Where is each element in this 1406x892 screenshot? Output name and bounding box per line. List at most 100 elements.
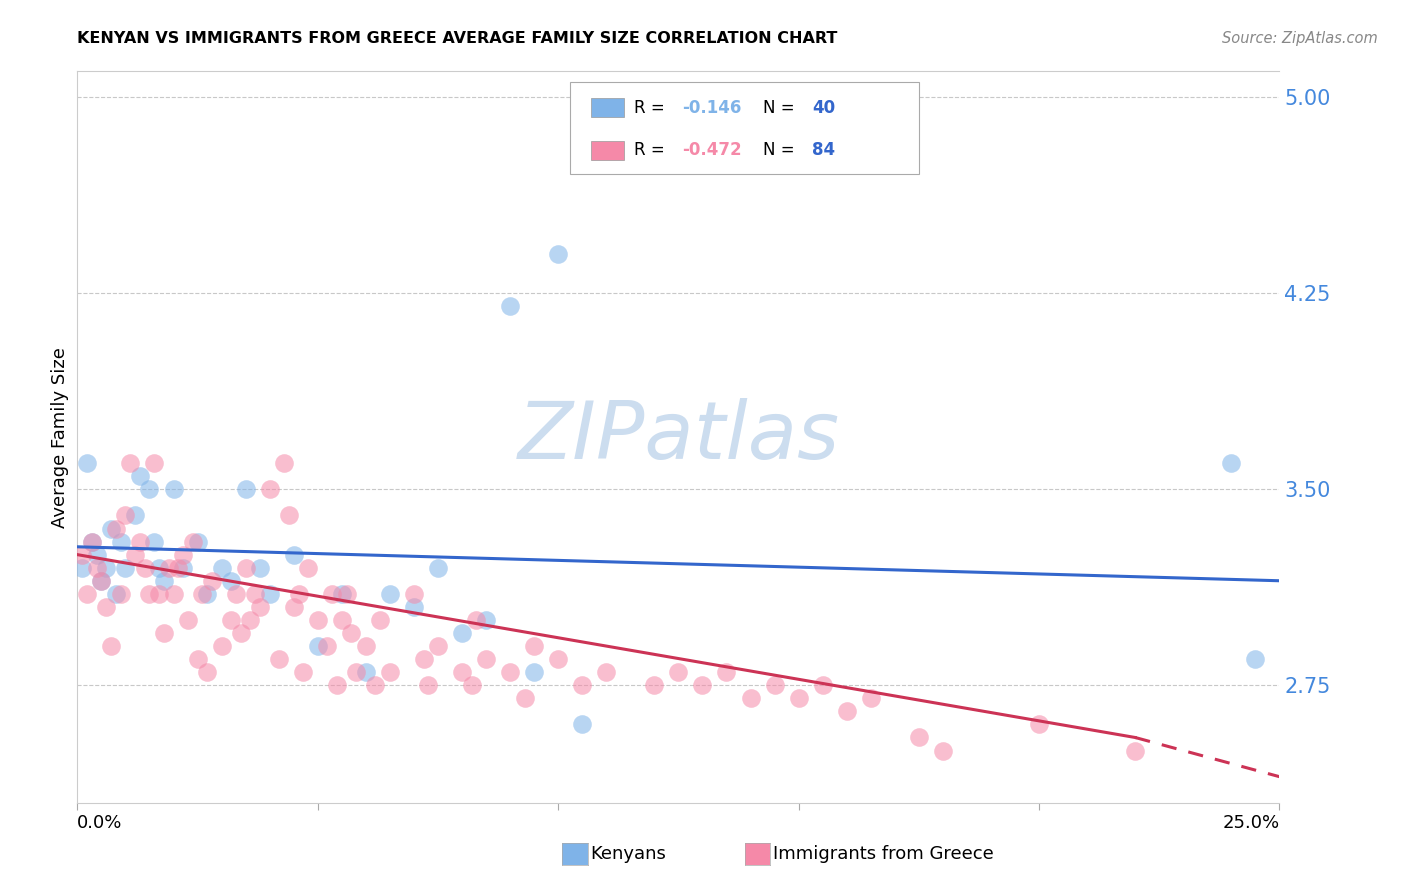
Point — [235, 483, 257, 497]
Point — [1244, 652, 1267, 666]
Point — [835, 705, 858, 719]
Point — [811, 678, 834, 692]
Text: R =: R = — [634, 141, 669, 160]
Text: Kenyans: Kenyans — [591, 845, 666, 863]
Point — [908, 731, 931, 745]
Point — [90, 574, 112, 588]
Point — [245, 587, 267, 601]
Point — [326, 678, 349, 692]
Point — [148, 587, 170, 601]
Text: ZIPatlas: ZIPatlas — [517, 398, 839, 476]
Point — [100, 639, 122, 653]
Point — [211, 639, 233, 653]
Point — [412, 652, 434, 666]
Point — [96, 560, 118, 574]
Text: N =: N = — [762, 141, 800, 160]
Point — [859, 691, 882, 706]
Point — [1220, 456, 1243, 470]
Point — [249, 599, 271, 614]
Point — [297, 560, 319, 574]
Point — [195, 587, 218, 601]
Point — [523, 639, 546, 653]
Point — [110, 534, 132, 549]
Point — [1028, 717, 1050, 731]
Point — [354, 665, 377, 680]
Point — [143, 534, 166, 549]
Point — [277, 508, 299, 523]
Point — [330, 613, 353, 627]
Point — [354, 639, 377, 653]
Point — [219, 574, 242, 588]
Point — [80, 534, 103, 549]
Point — [259, 587, 281, 601]
Point — [336, 587, 359, 601]
Point — [499, 665, 522, 680]
Point — [692, 678, 714, 692]
Point — [191, 587, 214, 601]
Point — [181, 534, 204, 549]
Point — [307, 639, 329, 653]
Point — [368, 613, 391, 627]
Point — [124, 508, 146, 523]
Point — [321, 587, 343, 601]
Point — [344, 665, 367, 680]
Point — [547, 247, 569, 261]
Point — [153, 574, 176, 588]
Point — [104, 587, 127, 601]
Point — [307, 613, 329, 627]
Point — [225, 587, 247, 601]
Point — [787, 691, 810, 706]
Point — [378, 587, 401, 601]
Point — [128, 469, 150, 483]
Text: Source: ZipAtlas.com: Source: ZipAtlas.com — [1222, 31, 1378, 46]
Point — [76, 587, 98, 601]
Point — [378, 665, 401, 680]
Point — [292, 665, 315, 680]
Point — [229, 626, 252, 640]
Point — [451, 665, 474, 680]
Point — [475, 613, 498, 627]
Point — [96, 599, 118, 614]
Point — [273, 456, 295, 470]
Point — [932, 743, 955, 757]
Text: Immigrants from Greece: Immigrants from Greece — [773, 845, 994, 863]
Point — [76, 456, 98, 470]
Point — [571, 678, 593, 692]
Point — [80, 534, 103, 549]
Point — [114, 560, 136, 574]
Point — [114, 508, 136, 523]
Point — [1123, 743, 1146, 757]
Point — [571, 717, 593, 731]
Point — [239, 613, 262, 627]
Point — [418, 678, 440, 692]
Text: -0.472: -0.472 — [682, 141, 741, 160]
Point — [402, 599, 425, 614]
Point — [138, 483, 160, 497]
Point — [162, 587, 184, 601]
Point — [668, 665, 690, 680]
Point — [402, 587, 425, 601]
Point — [523, 665, 546, 680]
Point — [249, 560, 271, 574]
Point — [104, 521, 127, 535]
Y-axis label: Average Family Size: Average Family Size — [51, 347, 69, 527]
Point — [201, 574, 224, 588]
Point — [120, 456, 142, 470]
Point — [167, 560, 190, 574]
Point — [153, 626, 176, 640]
Point — [110, 587, 132, 601]
Point — [187, 652, 209, 666]
Point — [451, 626, 474, 640]
FancyBboxPatch shape — [571, 82, 920, 174]
Point — [138, 587, 160, 601]
Text: KENYAN VS IMMIGRANTS FROM GREECE AVERAGE FAMILY SIZE CORRELATION CHART: KENYAN VS IMMIGRANTS FROM GREECE AVERAGE… — [77, 31, 838, 46]
Text: 25.0%: 25.0% — [1222, 814, 1279, 831]
Point — [128, 534, 150, 549]
Point — [259, 483, 281, 497]
Point — [177, 613, 200, 627]
Point — [364, 678, 387, 692]
Text: 0.0%: 0.0% — [77, 814, 122, 831]
Point — [763, 678, 786, 692]
Point — [70, 548, 93, 562]
Point — [172, 548, 194, 562]
